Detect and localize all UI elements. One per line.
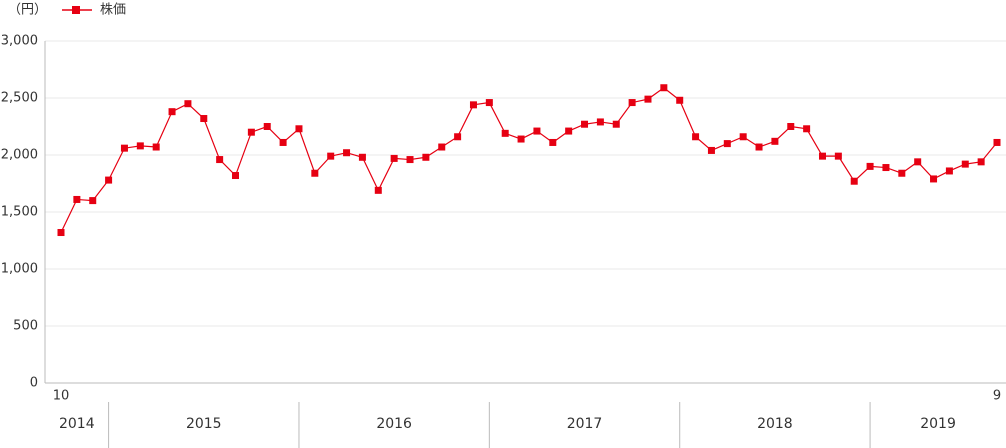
point (723, 140, 731, 148)
point (374, 186, 382, 194)
point (279, 138, 287, 146)
point (612, 120, 620, 128)
point (120, 144, 128, 152)
point (343, 149, 351, 157)
point (469, 101, 477, 109)
point (977, 158, 985, 166)
y-tick-label: 0 (30, 376, 38, 391)
point (771, 137, 779, 145)
point (232, 172, 240, 180)
point (390, 154, 398, 162)
year-label: 2017 (567, 416, 603, 432)
point (454, 133, 462, 141)
x-tick-label: 9 (993, 389, 1001, 404)
point (818, 152, 826, 160)
point (184, 100, 192, 108)
point (89, 197, 97, 205)
point (406, 156, 414, 164)
point (914, 158, 922, 166)
point (168, 108, 176, 116)
point (422, 153, 430, 161)
point (676, 96, 684, 104)
year-label: 2019 (920, 416, 956, 432)
point (628, 99, 636, 107)
point (882, 164, 890, 172)
point (136, 142, 144, 150)
year-label: 2018 (757, 416, 793, 432)
point (660, 84, 668, 92)
year-label: 2014 (59, 416, 95, 432)
point (295, 125, 303, 133)
y-tick-label: 1,000 (1, 262, 38, 277)
point (866, 162, 874, 170)
series-line (60, 86, 998, 233)
point (152, 143, 160, 151)
y-tick-label: 3,000 (1, 34, 38, 49)
point (533, 127, 541, 135)
point (692, 133, 700, 141)
point (485, 99, 493, 107)
point (993, 138, 1001, 146)
point (549, 138, 557, 146)
point (200, 115, 208, 123)
x-tick-label: 10 (53, 389, 70, 404)
point (755, 143, 763, 151)
point (961, 160, 969, 168)
point (438, 143, 446, 151)
point (596, 118, 604, 126)
point (216, 156, 224, 164)
point (787, 123, 795, 130)
point (581, 120, 589, 128)
point (517, 135, 525, 143)
y-tick-label: 1,500 (1, 205, 38, 220)
point (57, 229, 65, 237)
point (247, 128, 255, 136)
point (358, 153, 366, 161)
point (898, 169, 906, 177)
y-tick-label: 2,000 (1, 148, 38, 163)
y-tick-label: 2,500 (1, 91, 38, 106)
point (73, 195, 81, 203)
year-label: 2015 (186, 416, 222, 432)
unit-label: （円） (8, 3, 47, 18)
point (105, 176, 113, 184)
point (834, 152, 842, 160)
legend-marker (72, 6, 80, 14)
point (327, 152, 335, 160)
point (565, 127, 573, 135)
year-label: 2016 (376, 416, 412, 432)
point (930, 175, 938, 183)
point (739, 133, 747, 141)
point (311, 169, 319, 177)
point (644, 95, 652, 103)
point (945, 167, 953, 175)
point (850, 177, 858, 185)
y-tick-label: 500 (13, 319, 38, 334)
point (263, 123, 271, 130)
point (803, 125, 811, 133)
legend-label: 株価 (100, 3, 126, 18)
point (501, 129, 509, 137)
point (707, 146, 715, 154)
